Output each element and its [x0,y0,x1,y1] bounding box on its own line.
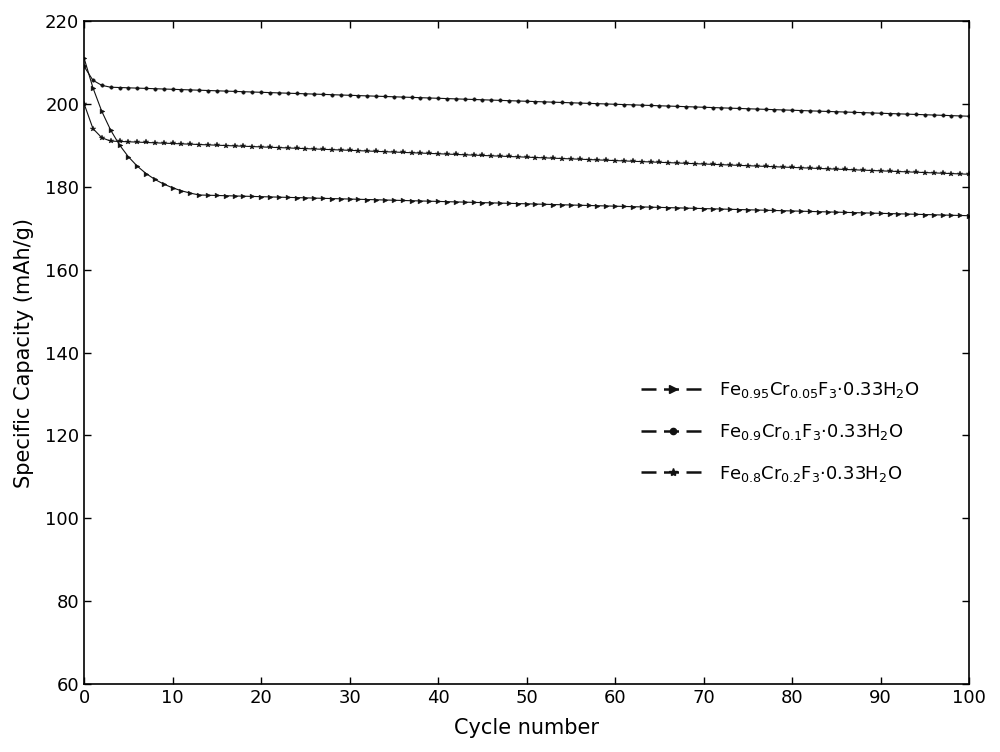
Y-axis label: Specific Capacity (mAh/g): Specific Capacity (mAh/g) [14,217,34,487]
Legend: Fe$_{0.95}$Cr$_{0.05}$F$_3$·0.33H$_2$O, Fe$_{0.9}$Cr$_{0.1}$F$_3$·0.33H$_2$O, Fe: Fe$_{0.95}$Cr$_{0.05}$F$_3$·0.33H$_2$O, … [627,366,934,499]
X-axis label: Cycle number: Cycle number [454,718,599,738]
